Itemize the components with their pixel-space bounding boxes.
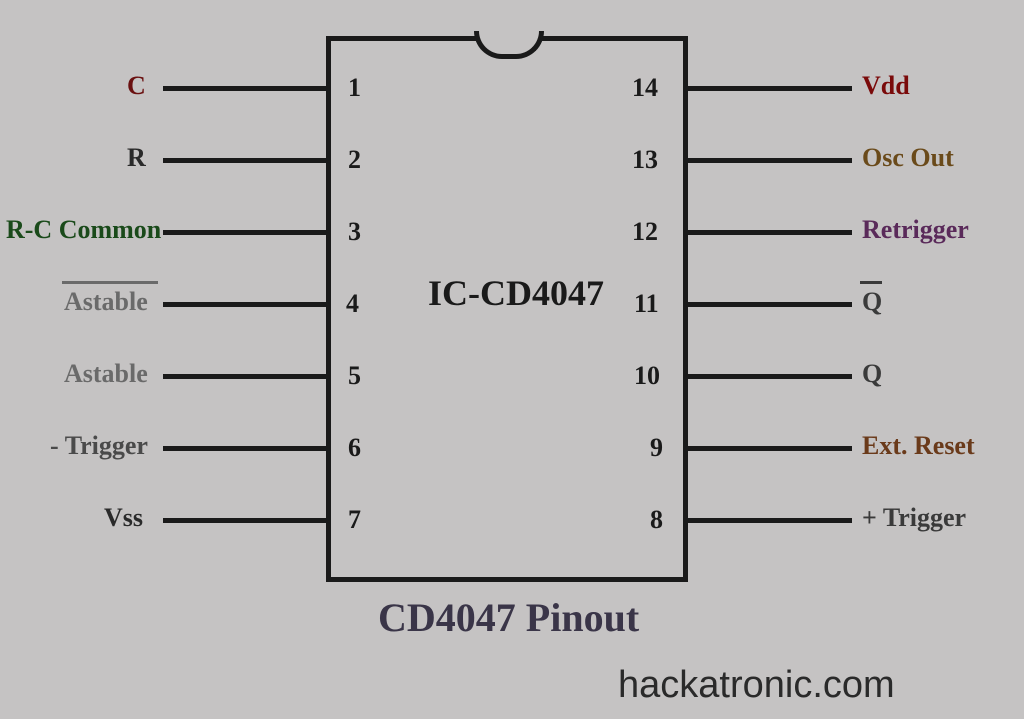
pin-number: 1: [348, 73, 361, 103]
pin-lead: [688, 158, 852, 163]
overline: [860, 281, 882, 284]
pin-number: 3: [348, 217, 361, 247]
pin-label: Osc Out: [862, 143, 954, 173]
pin-number: 4: [346, 289, 359, 319]
pin-lead: [163, 158, 326, 163]
pin-lead: [688, 86, 852, 91]
pin-number: 10: [634, 361, 660, 391]
pin-number: 13: [632, 145, 658, 175]
pin-label: Vdd: [862, 71, 910, 101]
pin-number: 8: [650, 505, 663, 535]
pin-number: 14: [632, 73, 658, 103]
pin-label: Astable: [64, 359, 148, 389]
pin-label: Vss: [104, 503, 143, 533]
overline: [62, 281, 158, 284]
pin-label: Ext. Reset: [862, 431, 975, 461]
pin-number: 6: [348, 433, 361, 463]
pin-lead: [163, 302, 326, 307]
pin-label: R: [127, 143, 146, 173]
pin-label: Q: [862, 287, 882, 317]
pin-lead: [163, 518, 326, 523]
pin-label: + Trigger: [862, 503, 966, 533]
pin-lead: [688, 230, 852, 235]
pin-number: 2: [348, 145, 361, 175]
pin-number: 5: [348, 361, 361, 391]
pin-lead: [163, 230, 326, 235]
pin-lead: [163, 86, 326, 91]
pin-label: Retrigger: [862, 215, 969, 245]
chip-label: IC-CD4047: [428, 272, 604, 314]
watermark: hackatronic.com: [618, 664, 895, 707]
pin-label: R-C Common: [6, 215, 161, 245]
pin-number: 12: [632, 217, 658, 247]
pin-lead: [163, 374, 326, 379]
diagram-title: CD4047 Pinout: [378, 594, 639, 641]
pin-lead: [688, 302, 852, 307]
pin-lead: [688, 518, 852, 523]
pin-number: 9: [650, 433, 663, 463]
pin-lead: [688, 374, 852, 379]
pin-lead: [163, 446, 326, 451]
pin-number: 11: [634, 289, 659, 319]
pin-label: C: [127, 71, 146, 101]
pin-number: 7: [348, 505, 361, 535]
pin-label: Astable: [64, 287, 148, 317]
pin-label: - Trigger: [50, 431, 148, 461]
ic-pinout-diagram: IC-CD4047 1 C 2 R 3 R-C Common 4 Astable 5 Astabl…: [0, 0, 1024, 719]
pin-lead: [688, 446, 852, 451]
pin-label: Q: [862, 359, 882, 389]
